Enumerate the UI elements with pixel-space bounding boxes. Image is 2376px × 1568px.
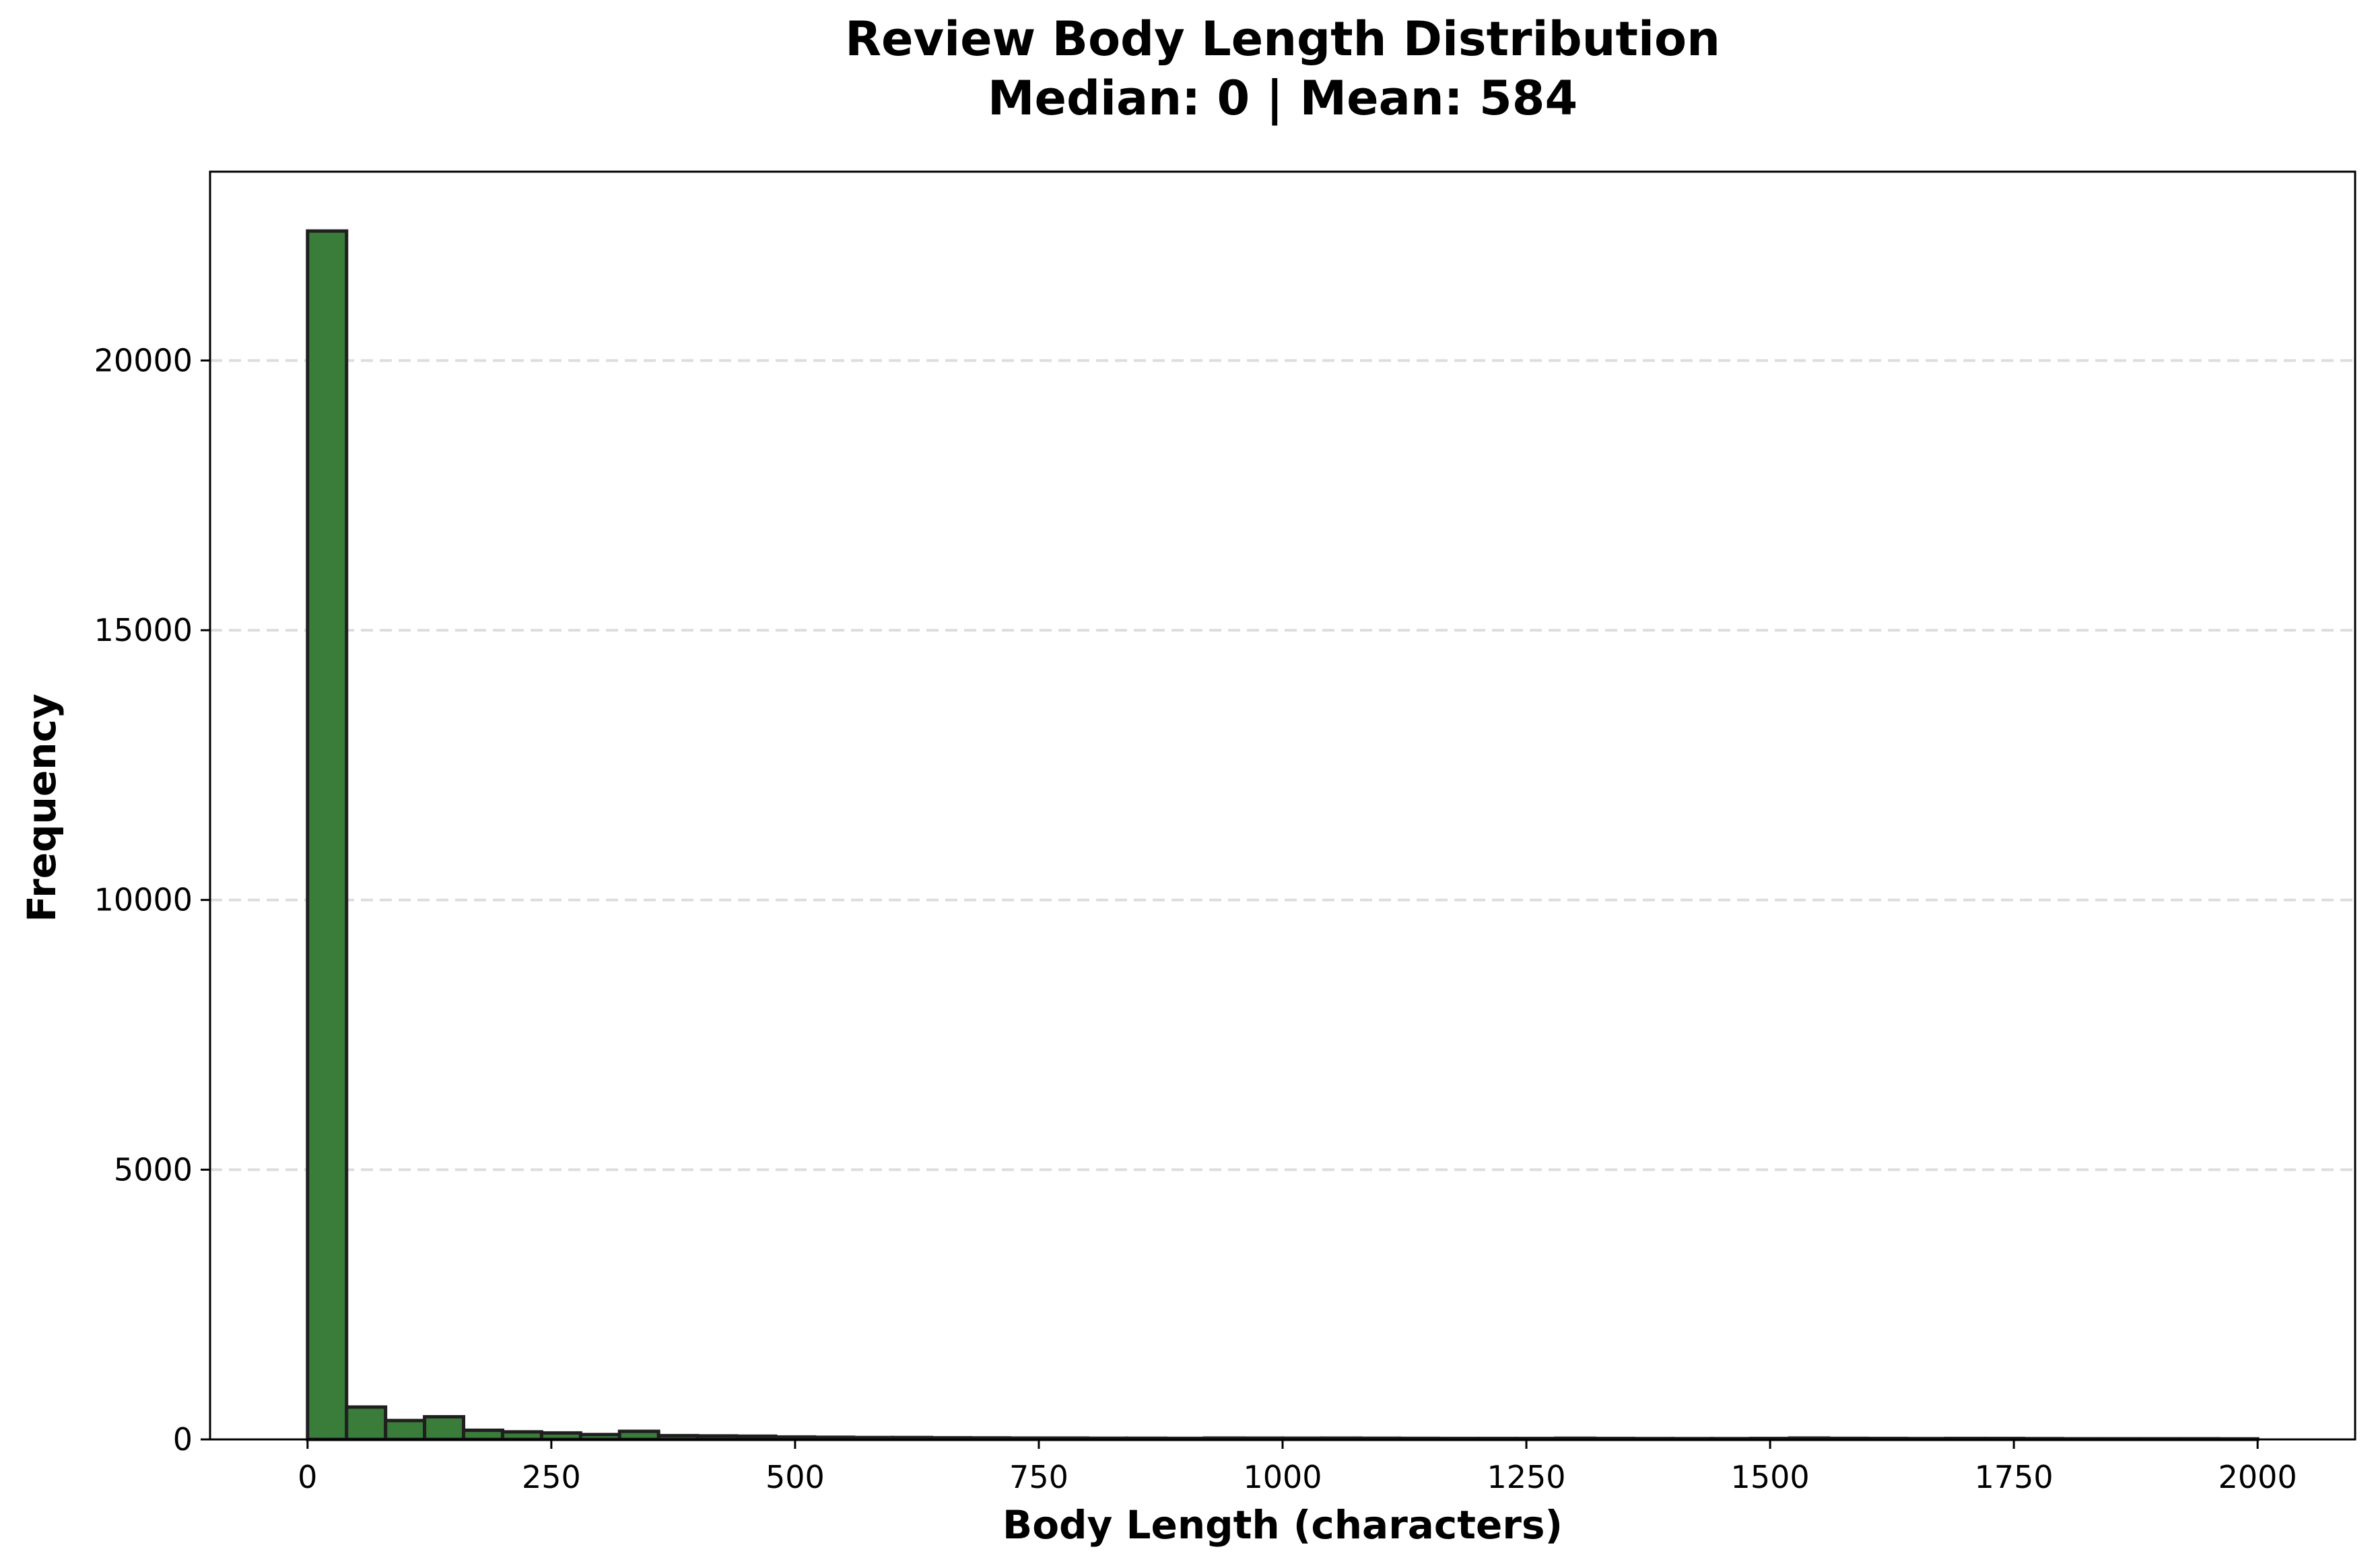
x-tick-label: 1500 bbox=[1731, 1459, 1810, 1495]
x-tick-label: 1250 bbox=[1487, 1459, 1566, 1495]
x-tick-label: 0 bbox=[298, 1459, 317, 1495]
x-axis-ticks: 0 250 500 750 1000 1250 1500 1750 2000 bbox=[298, 1439, 2297, 1495]
chart-subtitle: Median: 0 | Mean: 584 bbox=[988, 71, 1577, 126]
y-tick-label: 15000 bbox=[94, 612, 193, 648]
x-tick-label: 750 bbox=[1009, 1459, 1068, 1495]
histogram-bar bbox=[345, 1405, 388, 1441]
histogram-bar bbox=[423, 1414, 466, 1441]
y-tick-label: 20000 bbox=[94, 342, 193, 378]
x-tick-label: 1750 bbox=[1975, 1459, 2053, 1495]
histogram-bar bbox=[306, 229, 349, 1441]
histogram-bar bbox=[462, 1428, 504, 1441]
y-tick-label: 10000 bbox=[94, 882, 193, 918]
y-tick-label: 0 bbox=[173, 1421, 193, 1458]
y-tick-label: 5000 bbox=[114, 1151, 193, 1188]
histogram-bar bbox=[617, 1429, 660, 1441]
x-tick-label: 250 bbox=[522, 1459, 581, 1495]
x-axis-label: Body Length (characters) bbox=[1003, 1502, 1563, 1548]
x-tick-label: 2000 bbox=[2218, 1459, 2297, 1495]
y-axis-label: Frequency bbox=[19, 693, 65, 922]
histogram-bar bbox=[384, 1419, 427, 1441]
histogram-bar bbox=[500, 1430, 543, 1441]
x-tick-label: 500 bbox=[766, 1459, 825, 1495]
x-tick-label: 1000 bbox=[1243, 1459, 1322, 1495]
chart-title: Review Body Length Distribution bbox=[845, 11, 1720, 67]
y-axis-ticks: 0 5000 10000 15000 20000 bbox=[94, 342, 210, 1458]
